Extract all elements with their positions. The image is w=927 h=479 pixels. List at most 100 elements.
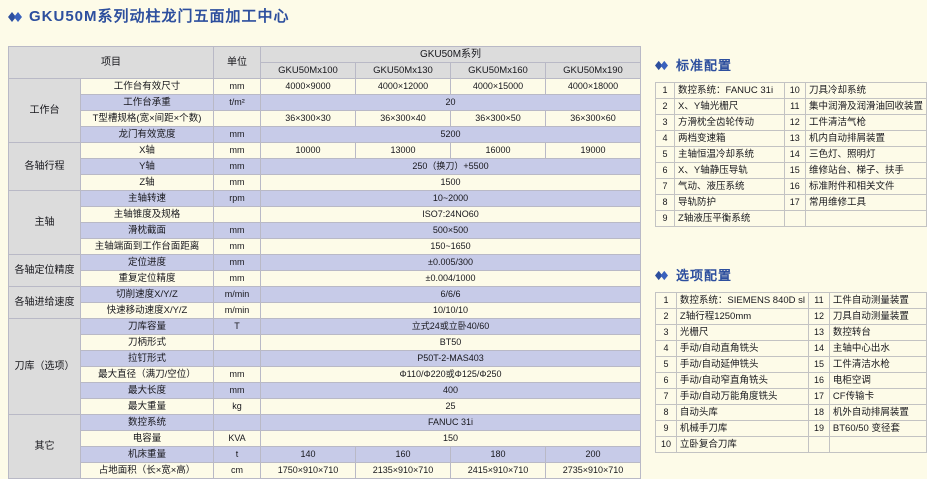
config-item-left: 数控系统：FANUC 31i [674, 82, 785, 99]
optional-config-header: 选项配置 [655, 265, 927, 284]
row-unit: KVA [213, 430, 261, 447]
row-item-label: T型槽规格(宽×间距×个数) [80, 110, 214, 127]
config-index-left: 9 [655, 420, 677, 437]
row-item-label: 主轴端面到工作台面距离 [80, 238, 214, 255]
config-item-left: 自动头库 [675, 404, 810, 421]
row-value-merged: 20 [260, 94, 641, 111]
config-index-right: 12 [783, 114, 806, 131]
config-index-right: 17 [808, 388, 830, 405]
row-value-1: 13000 [355, 142, 451, 159]
config-index-right: 12 [808, 308, 830, 325]
config-index-left: 7 [655, 388, 677, 405]
config-index-left: 2 [654, 98, 676, 115]
row-value-2: 36×300×50 [450, 110, 546, 127]
config-item-right: 机内自动排屑装置 [804, 130, 927, 147]
config-row: 9 机械手刀库 19 BT60/50 变径套 [655, 420, 927, 437]
table-row: 刀柄形式 BT50 [9, 334, 641, 351]
config-row: 2 X、Y轴光栅尺 11 集中润滑及润滑油回收装置 [654, 98, 927, 115]
config-item-right: 刀具冷却系统 [804, 82, 927, 99]
row-value-merged: Φ110/Φ220或Φ125/Φ250 [260, 366, 641, 383]
row-item-label: Y轴 [80, 158, 214, 175]
config-index-right: 13 [808, 324, 830, 341]
row-value-merged: 10/10/10 [260, 302, 641, 319]
config-item-right: 刀具自动测量装置 [828, 308, 927, 325]
config-row: 6 手动/自动窄直角铣头 16 电柜空调 [655, 372, 927, 389]
config-item-right: 常用维修工具 [804, 194, 927, 211]
row-item-label: 刀柄形式 [80, 334, 214, 351]
row-item-label: 主轴锥度及规格 [80, 206, 214, 223]
config-row: 5 手动/自动延伸铣头 15 工件清洁水枪 [655, 356, 927, 373]
config-item-right: 数控转台 [828, 324, 927, 341]
config-row: 2 Z轴行程1250mm 12 刀具自动测量装置 [655, 308, 927, 325]
row-value-3: 19000 [545, 142, 641, 159]
row-value-merged: 150~1650 [260, 238, 641, 255]
config-row: 10 立卧复合刀库 [655, 436, 927, 453]
config-item-left: 手动/自动窄直角铣头 [675, 372, 810, 389]
row-value-merged: P50T-2-MAS403 [260, 350, 641, 367]
config-index-left: 1 [655, 292, 677, 309]
row-unit [213, 334, 261, 351]
spec-sheet-page: GKU50M系列动柱龙门五面加工中心 项目 单位 GKU50M系列 GKU50Mx10… [8, 8, 927, 479]
config-item-left: 方滑枕全齿轮传动 [674, 114, 785, 131]
config-index-right: 15 [808, 356, 830, 373]
row-unit [213, 206, 261, 223]
table-row: 工作台 工作台有效尺寸 mm 4000×9000 4000×12000 4000×1500… [8, 78, 641, 143]
config-index-right: 10 [783, 82, 806, 99]
row-unit: mm [213, 158, 261, 175]
table-row: 主轴锥度及规格 ISO7:24NO60 [9, 206, 641, 223]
row-value-merged: ISO7:24NO60 [260, 206, 641, 223]
diamond-bullet-icon [8, 10, 22, 24]
config-item-right: 维修站台、梯子、扶手 [804, 162, 927, 179]
row-unit: cm [213, 462, 261, 479]
row-item-label: Z轴 [80, 174, 214, 191]
row-unit: m/min [213, 286, 261, 303]
standard-config-title: 标准配置 [676, 58, 733, 73]
standard-config-header: 标准配置 [655, 55, 927, 74]
row-unit: mm [213, 238, 261, 255]
config-index-right: 11 [808, 292, 830, 309]
table-row: 快速移动速度X/Y/Z m/min 10/10/10 [9, 302, 641, 319]
config-item-right: 三色灯、照明灯 [804, 146, 927, 163]
config-row: 1 数控系统：FANUC 31i 10 刀具冷却系统 [654, 82, 927, 99]
row-unit: t [213, 446, 261, 463]
row-item-label: 重复定位精度 [80, 270, 214, 287]
config-index-left: 6 [654, 162, 676, 179]
config-row: 5 主轴恒温冷却系统 14 三色灯、照明灯 [654, 146, 927, 163]
table-row: 最大重量 kg 25 [9, 398, 641, 415]
group-label: 工作台 [8, 78, 81, 143]
config-row: 7 气动、液压系统 16 标准附件和相关文件 [654, 178, 927, 195]
config-index-left: 5 [654, 146, 676, 163]
row-item-label: 机床重量 [80, 446, 214, 463]
config-index-right: 14 [808, 340, 830, 357]
config-row: 3 光栅尺 13 数控转台 [655, 324, 927, 341]
row-unit: rpm [213, 190, 261, 207]
config-row: 1 数控系统：SIEMENS 840D sl 11 工件自动测量装置 [655, 292, 927, 309]
row-value-0: 4000×9000 [260, 78, 356, 95]
row-item-label: 刀库容量 [80, 318, 214, 335]
config-row: 8 导轨防护 17 常用维修工具 [654, 194, 927, 211]
row-value-merged: 6/6/6 [260, 286, 641, 303]
table-row: 拉钉形式 P50T-2-MAS403 [9, 350, 641, 367]
row-value-1: 4000×12000 [355, 78, 451, 95]
row-value-merged: BT50 [260, 334, 641, 351]
row-value-merged: 500×500 [260, 222, 641, 239]
row-unit: mm [213, 382, 261, 399]
row-value-2: 2415×910×710 [450, 462, 546, 479]
col-header-model-2: GKU50Mx160 [450, 62, 546, 79]
row-value-0: 10000 [260, 142, 356, 159]
config-item-left: Z轴行程1250mm [675, 308, 810, 325]
config-item-left: 光栅尺 [675, 324, 810, 341]
config-item-right [804, 210, 927, 227]
config-item-left: 机械手刀库 [675, 420, 810, 437]
table-row: 各轴进给速度 切削速度X/Y/Z m/min 6/6/6 [8, 286, 641, 319]
row-value-merged: 150 [260, 430, 641, 447]
row-item-label: X轴 [80, 142, 214, 159]
config-index-right: 11 [783, 98, 806, 115]
row-item-label: 滑枕截面 [80, 222, 214, 239]
config-index-left: 2 [655, 308, 677, 325]
row-value-3: 4000×18000 [545, 78, 641, 95]
config-index-left: 4 [654, 130, 676, 147]
config-item-left: 手动/自动万能角度铣头 [675, 388, 810, 405]
group-label: 各轴行程 [8, 142, 81, 191]
table-header-row: 项目 单位 GKU50M系列 [8, 46, 641, 79]
